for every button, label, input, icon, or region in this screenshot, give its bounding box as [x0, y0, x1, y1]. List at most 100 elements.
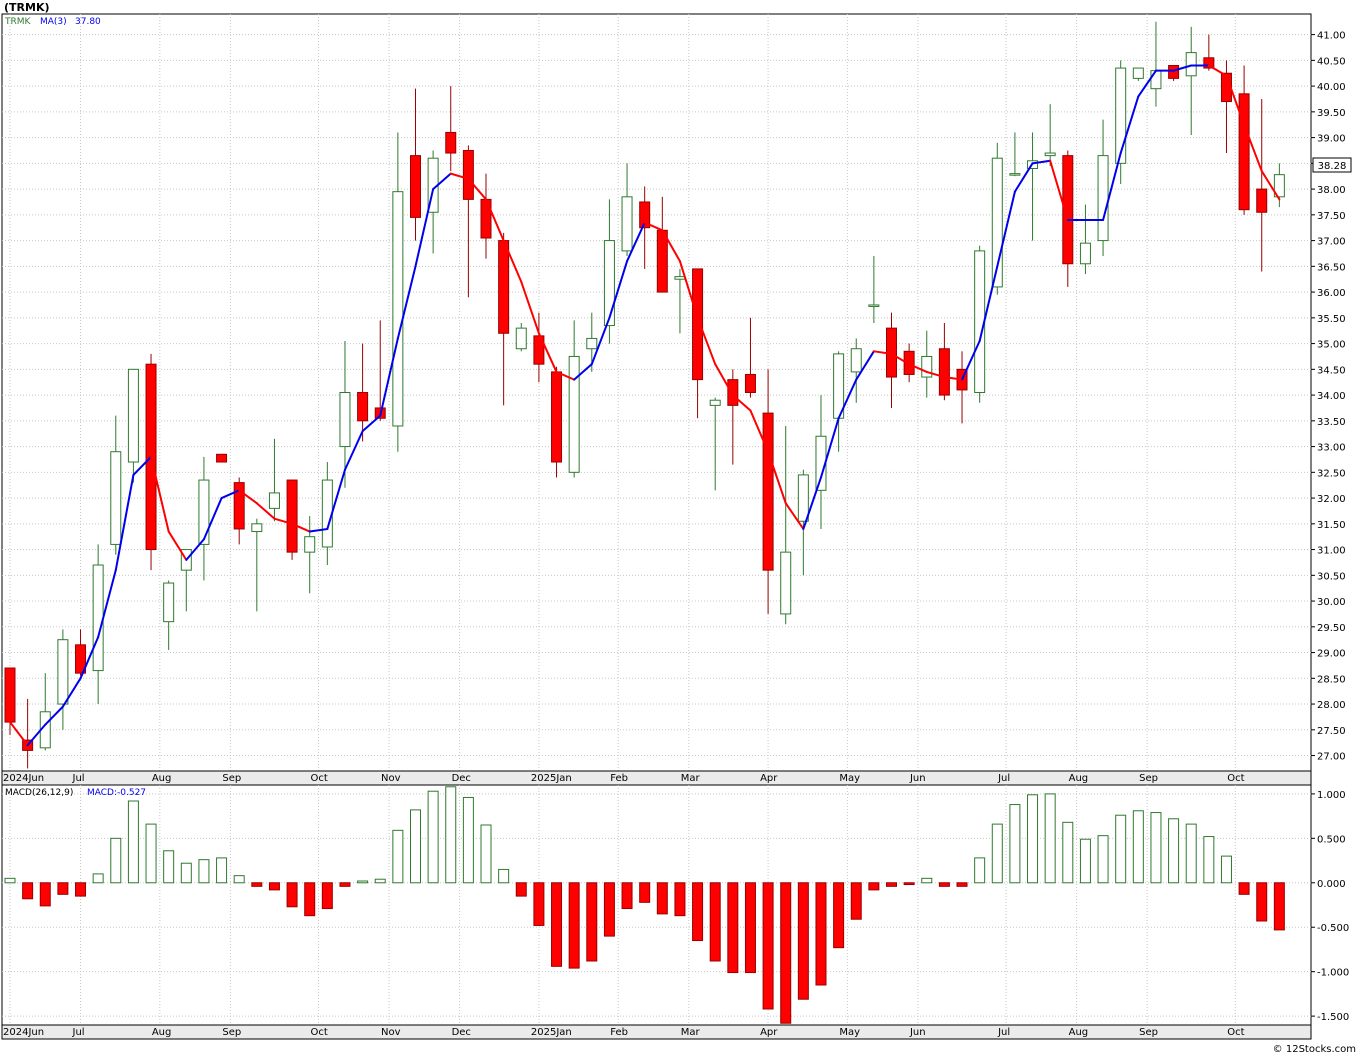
ma-segment	[925, 370, 946, 379]
price-x-tick-label: Oct	[1227, 773, 1244, 784]
legend-macd-value: MACD:-0.527	[87, 788, 146, 798]
candle-body	[780, 551, 792, 615]
macd-bar	[1256, 882, 1268, 922]
macd-x-axis: 2024Jun Jul Aug Sep Oct Nov Dec 2025Jan Feb Mar Ap…	[3, 1027, 1245, 1038]
ma-segment	[97, 569, 117, 639]
macd-bar	[1220, 855, 1232, 884]
watermark: © 12Stocks.com	[1273, 1044, 1356, 1055]
ma-segment	[449, 172, 470, 180]
candle-body	[163, 582, 175, 623]
price-x-tick-label: Sep	[222, 773, 241, 784]
ma-segment	[220, 489, 241, 500]
price-y-tick-label: 29.00	[1317, 649, 1346, 660]
ma-segment	[9, 721, 29, 747]
macd-bar	[1168, 818, 1180, 884]
macd-y-axis: -1.500 -1.000 -0.500 0.000 0.500 1.000	[1311, 790, 1349, 1023]
ma-segment	[855, 350, 875, 381]
macd-bar	[92, 873, 104, 884]
ma-segment	[326, 468, 346, 530]
candle-body	[498, 240, 510, 334]
macd-bar	[233, 875, 245, 884]
last-price-badge: 38.28	[1318, 161, 1347, 172]
macd-bar	[674, 882, 686, 917]
macd-x-tick-label: Mar	[681, 1027, 701, 1038]
ma-segment	[26, 723, 47, 747]
price-x-tick-label: Dec	[452, 773, 471, 784]
ma-segment	[255, 502, 276, 520]
candle-body	[304, 536, 316, 553]
legend-macd-label: MACD(26,12,9)	[5, 788, 73, 798]
candle-body	[392, 191, 404, 427]
ma-segment	[643, 221, 664, 232]
candle-body	[586, 337, 598, 350]
candle-body	[515, 327, 527, 350]
candle-body	[198, 479, 210, 545]
ma-segment	[1102, 152, 1122, 221]
candle-body	[57, 639, 69, 705]
macd-bar	[886, 882, 897, 887]
legend-ma-value: 37.80	[75, 17, 101, 27]
candle-body	[974, 250, 986, 393]
macd-bar	[339, 882, 351, 887]
ma-segment	[802, 476, 822, 530]
macd-bar	[268, 882, 280, 891]
price-y-tick-label: 27.50	[1317, 726, 1346, 737]
candle-body	[409, 155, 421, 218]
macd-bar	[4, 877, 16, 884]
macd-bar	[797, 882, 809, 1000]
macd-bar	[357, 880, 369, 884]
macd-bar	[22, 882, 34, 900]
macd-bar	[1185, 823, 1197, 884]
macd-bar	[692, 882, 704, 942]
ma-segment	[396, 265, 417, 340]
ma-segment	[1119, 95, 1140, 155]
candle-body	[462, 149, 474, 200]
macd-bars	[4, 786, 1285, 1024]
candle-body	[692, 268, 704, 381]
ma-segment	[590, 316, 611, 366]
macd-bar	[110, 837, 122, 884]
candle-body	[639, 201, 651, 229]
macd-x-tick-label: Feb	[610, 1027, 628, 1038]
ma-segment	[379, 337, 399, 417]
macd-bar	[409, 809, 421, 884]
candle-body	[727, 379, 739, 406]
ma-segment	[714, 363, 734, 397]
price-x-tick-label: Jun	[909, 773, 926, 784]
price-y-tick-label: 38.00	[1317, 185, 1346, 196]
ma-segment	[1137, 69, 1157, 98]
macd-bar	[145, 823, 157, 884]
ma-segment	[185, 538, 205, 561]
price-y-tick-label: 29.50	[1317, 623, 1346, 634]
candle-body	[797, 474, 809, 522]
macd-bar	[850, 882, 862, 920]
ma-segment	[943, 376, 964, 381]
ma-segment	[819, 417, 840, 479]
candle-body	[533, 335, 545, 365]
macd-y-tick-label: -1.500	[1317, 1012, 1349, 1023]
macd-y-tick-label: 0.500	[1317, 834, 1346, 845]
candle-body	[744, 373, 756, 394]
price-y-tick-label: 39.50	[1317, 108, 1346, 119]
macd-bar	[75, 882, 87, 897]
macd-bar	[216, 857, 228, 884]
ma-segment	[291, 522, 311, 533]
price-x-axis: 2024Jun Jul Aug Sep Oct Nov Dec 2025Jan Feb Mar Ap…	[3, 773, 1245, 784]
macd-bar	[392, 829, 404, 884]
macd-bar	[656, 882, 668, 915]
macd-bar	[374, 878, 386, 884]
candle-body	[1203, 57, 1215, 69]
price-x-tick-label: 2025Jan	[531, 773, 572, 784]
candle-body	[938, 348, 950, 396]
price-y-tick-label: 32.50	[1317, 468, 1346, 479]
ma-segment	[537, 332, 558, 373]
macd-bar	[780, 882, 792, 1024]
candle-body	[603, 240, 615, 327]
macd-bar	[39, 882, 51, 907]
macd-bar	[815, 882, 827, 986]
ma-segment	[167, 530, 188, 561]
candle-body	[656, 229, 668, 293]
candle-body	[1044, 152, 1056, 157]
macd-bar	[1115, 814, 1127, 884]
candle-body	[1256, 188, 1268, 213]
